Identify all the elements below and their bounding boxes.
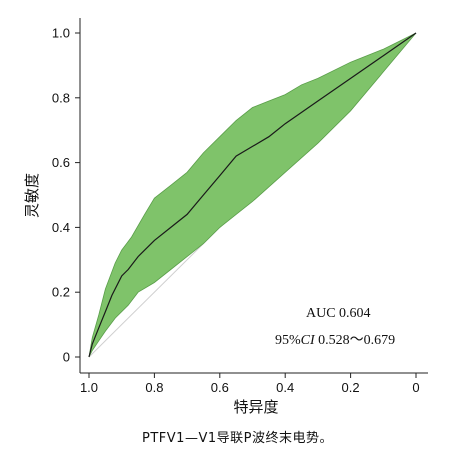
x-ticks: 1.0 0.8 0.6 0.4 0.2 0	[80, 373, 420, 395]
y-tick-label: 0.2	[52, 285, 70, 300]
x-axis-title: 特异度	[233, 398, 278, 416]
ci-annotation: 95%CI 0.528～0.679	[275, 333, 395, 348]
y-axis-title: 灵敏度	[23, 173, 41, 218]
ci-lower-edge	[88, 32, 417, 358]
ci-upper-edge	[88, 32, 417, 358]
x-tick-label: 0.8	[145, 380, 163, 395]
y-tick-label: 0.4	[52, 220, 70, 235]
y-tick-label: 0.6	[52, 155, 70, 170]
axes	[79, 18, 428, 374]
y-tick-label: 0	[63, 350, 70, 365]
x-tick-label: 0.4	[276, 380, 294, 395]
ci-values: 0.528～0.679	[315, 333, 396, 348]
figure-caption: PTFV1—V1导联P波终末电势。	[142, 431, 333, 446]
x-tick-label: 1.0	[80, 380, 98, 395]
x-tick-label: 0.2	[342, 380, 360, 395]
ci-prefix: 95%	[275, 333, 301, 348]
y-tick-label: 0.8	[52, 90, 70, 105]
auc-annotation: AUC 0.604	[306, 306, 371, 321]
x-tick-label: 0.6	[211, 380, 229, 395]
roc-curve	[88, 32, 417, 358]
ci-label: CI	[301, 333, 316, 348]
x-tick-label: 0	[412, 380, 419, 395]
y-ticks: 0 0.2 0.4 0.6 0.8 1.0	[52, 26, 80, 365]
confidence-band	[89, 33, 416, 357]
roc-chart: 1.0 0.8 0.6 0.4 0.2 0 0 0.2 0.4 0.6 0.8 1.0 特异度 灵敏…	[23, 18, 428, 416]
y-tick-label: 1.0	[52, 26, 70, 41]
